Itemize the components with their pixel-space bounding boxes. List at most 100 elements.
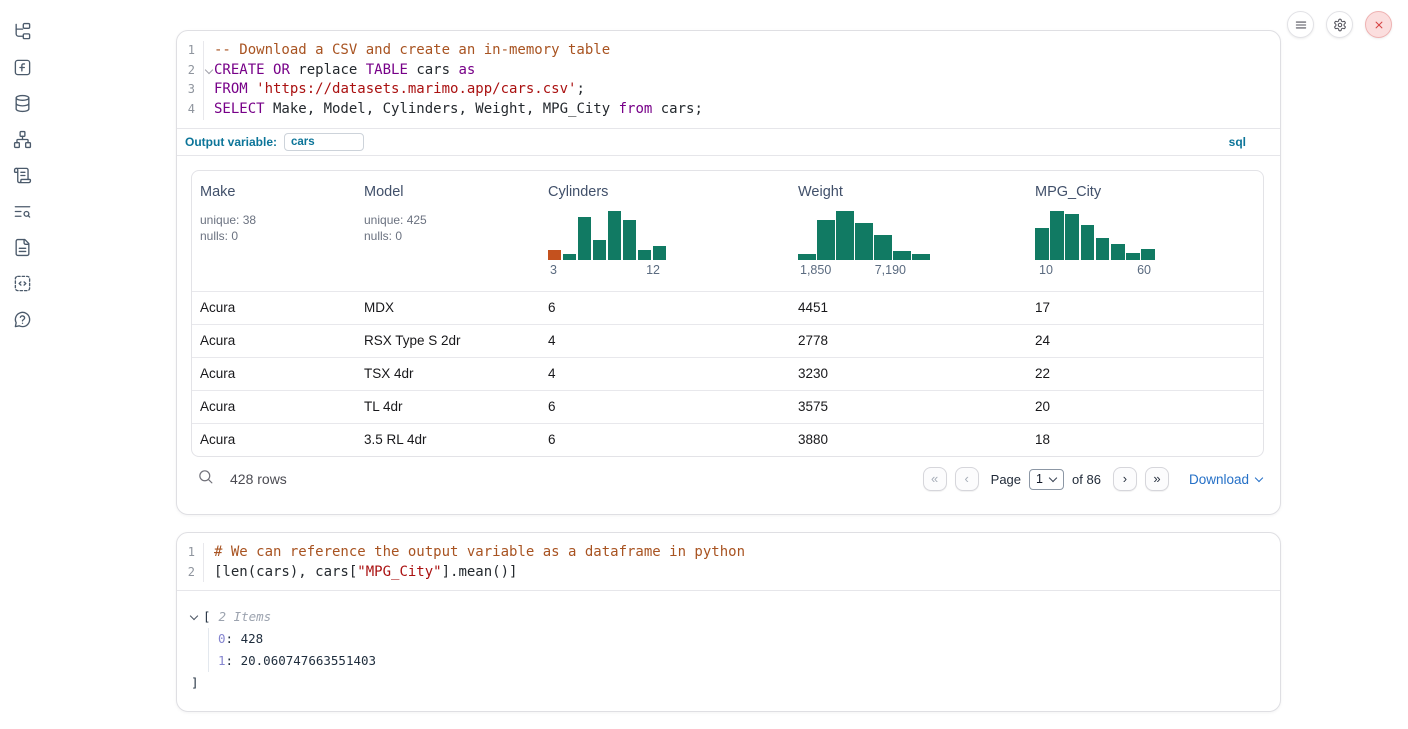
- items-count-label: 2 Items: [219, 606, 272, 628]
- dependency-graph-icon[interactable]: [13, 130, 32, 149]
- histogram-bar[interactable]: [653, 246, 666, 260]
- histogram-bar[interactable]: [912, 254, 930, 260]
- first-page-button[interactable]: «: [923, 467, 947, 491]
- table-row[interactable]: Acura3.5 RL 4dr6388018: [192, 423, 1263, 456]
- output-variable-label: Output variable:: [185, 135, 277, 149]
- tree-root-row[interactable]: [ 2 Items: [191, 606, 1280, 628]
- column-name: Weight: [798, 184, 1019, 200]
- table-cell: 18: [1027, 432, 1263, 447]
- next-page-button[interactable]: ›: [1113, 467, 1137, 491]
- axis-max-label: 60: [1137, 263, 1151, 277]
- histogram-bar[interactable]: [1141, 249, 1155, 260]
- column-header[interactable]: Cylinders312: [540, 171, 790, 291]
- code-line: 3FROM 'https://datasets.marimo.app/cars.…: [177, 80, 1280, 100]
- table-cell: Acura: [192, 366, 356, 381]
- table-row[interactable]: AcuraTL 4dr6357520: [192, 390, 1263, 423]
- help-question-icon[interactable]: [13, 310, 32, 329]
- line-number: 3: [177, 80, 204, 100]
- table-cell: Acura: [192, 300, 356, 315]
- chevron-down-icon: [190, 612, 198, 620]
- histogram-bar[interactable]: [1096, 238, 1110, 260]
- histogram-bar[interactable]: [893, 251, 911, 260]
- histogram-bar[interactable]: [608, 211, 621, 260]
- chevron-down-icon: [1049, 474, 1057, 482]
- page-select[interactable]: 1: [1029, 469, 1064, 490]
- axis-max-label: 12: [646, 263, 660, 277]
- table-cell: 24: [1027, 333, 1263, 348]
- sql-code-editor[interactable]: 1-- Download a CSV and create an in-memo…: [177, 31, 1280, 128]
- table-cell: 20: [1027, 399, 1263, 414]
- python-cell: 1# We can reference the output variable …: [176, 532, 1281, 712]
- python-code-editor[interactable]: 1# We can reference the output variable …: [177, 533, 1280, 590]
- menu-button[interactable]: [1287, 11, 1314, 38]
- download-label: Download: [1189, 472, 1249, 487]
- shutdown-button[interactable]: [1365, 11, 1392, 38]
- histogram-bar[interactable]: [855, 223, 873, 260]
- histogram-bar[interactable]: [1111, 244, 1125, 260]
- histogram-bar[interactable]: [1050, 211, 1064, 260]
- cars-data-table: Makeunique: 38nulls: 0Modelunique: 425nu…: [191, 170, 1264, 457]
- variables-function-icon[interactable]: [13, 58, 32, 77]
- table-row[interactable]: AcuraTSX 4dr4323022: [192, 357, 1263, 390]
- histogram-bar[interactable]: [638, 250, 651, 260]
- table-cell: 3230: [790, 366, 1027, 381]
- last-page-button[interactable]: »: [1145, 467, 1169, 491]
- histogram-bar[interactable]: [1065, 214, 1079, 260]
- histogram-bar[interactable]: [563, 254, 576, 260]
- histogram-bar[interactable]: [874, 235, 892, 260]
- line-number: 1: [177, 41, 204, 61]
- histogram-bar[interactable]: [836, 211, 854, 260]
- code-line: 1-- Download a CSV and create an in-memo…: [177, 41, 1280, 61]
- table-row[interactable]: AcuraRSX Type S 2dr4277824: [192, 324, 1263, 357]
- tree-item: 1: 20.060747663551403: [218, 650, 1280, 672]
- prev-page-button[interactable]: ‹: [955, 467, 979, 491]
- line-number: 4: [177, 100, 204, 120]
- left-sidebar: [0, 0, 44, 729]
- output-variable-input[interactable]: [284, 133, 364, 151]
- language-badge-sql[interactable]: sql: [1229, 135, 1246, 149]
- menu-icon: [1294, 18, 1308, 32]
- histogram-bar[interactable]: [623, 220, 636, 260]
- column-header[interactable]: Makeunique: 38nulls: 0: [192, 171, 356, 291]
- column-header[interactable]: Modelunique: 425nulls: 0: [356, 171, 540, 291]
- tree-item: 0: 428: [218, 628, 1280, 650]
- line-number: 1: [177, 543, 204, 563]
- table-cell: 6: [540, 432, 790, 447]
- table-footer: 428 rows « ‹ Page 1 of 86 › » Download: [191, 457, 1264, 502]
- table-cell: TL 4dr: [356, 399, 540, 414]
- histogram-bar[interactable]: [593, 240, 606, 260]
- table-cell: TSX 4dr: [356, 366, 540, 381]
- settings-button[interactable]: [1326, 11, 1353, 38]
- histogram-bar[interactable]: [817, 220, 835, 260]
- histogram-bar[interactable]: [548, 250, 561, 260]
- table-cell: 4451: [790, 300, 1027, 315]
- histogram-bar[interactable]: [1035, 228, 1049, 260]
- scratchpad-scroll-icon[interactable]: [13, 166, 32, 185]
- search-icon[interactable]: [197, 468, 214, 490]
- page-select-value: 1: [1036, 472, 1043, 486]
- histogram-bar[interactable]: [578, 217, 591, 260]
- row-count: 428 rows: [230, 471, 287, 487]
- table-cell: 3575: [790, 399, 1027, 414]
- table-cell: 3880: [790, 432, 1027, 447]
- histogram-bar[interactable]: [1126, 253, 1140, 260]
- download-button[interactable]: Download: [1189, 472, 1262, 487]
- code-line: 2CREATE OR replace TABLE cars as: [177, 61, 1280, 81]
- logs-search-icon[interactable]: [13, 202, 32, 221]
- column-header[interactable]: Weight1,8507,190: [790, 171, 1027, 291]
- file-tree-icon[interactable]: [13, 22, 32, 41]
- column-header[interactable]: MPG_City1060: [1027, 171, 1263, 291]
- datasources-database-icon[interactable]: [13, 94, 32, 113]
- axis-min-label: 10: [1039, 263, 1053, 277]
- table-cell: 3.5 RL 4dr: [356, 432, 540, 447]
- table-row[interactable]: AcuraMDX6445117: [192, 291, 1263, 324]
- histogram-bar[interactable]: [798, 254, 816, 260]
- histogram-bar[interactable]: [1081, 225, 1095, 260]
- column-name: Cylinders: [548, 184, 782, 200]
- snippets-code-icon[interactable]: [13, 274, 32, 293]
- close-bracket: ]: [191, 672, 1280, 694]
- documentation-file-icon[interactable]: [13, 238, 32, 257]
- notebook-actions: [1287, 11, 1392, 38]
- table-cell: Acura: [192, 432, 356, 447]
- sql-output-section: Makeunique: 38nulls: 0Modelunique: 425nu…: [177, 155, 1280, 502]
